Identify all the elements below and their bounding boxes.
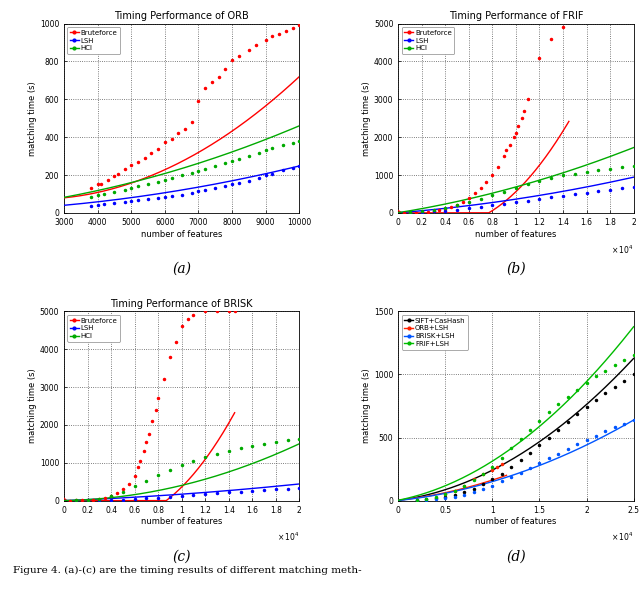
- Text: $\times\,10^4$: $\times\,10^4$: [611, 243, 634, 256]
- X-axis label: number of features: number of features: [476, 517, 557, 527]
- X-axis label: number of features: number of features: [476, 230, 557, 239]
- Y-axis label: matching time (s): matching time (s): [362, 369, 371, 444]
- Legend: SIFT+CasHash, ORB+LSH, BRISK+LSH, FRIF+LSH: SIFT+CasHash, ORB+LSH, BRISK+LSH, FRIF+L…: [402, 315, 468, 349]
- Title: Timing Performance of BRISK: Timing Performance of BRISK: [111, 299, 253, 309]
- Y-axis label: matching time (s): matching time (s): [28, 369, 37, 444]
- Text: (a): (a): [172, 262, 191, 276]
- Legend: Bruteforce, LSH, HCI: Bruteforce, LSH, HCI: [67, 315, 120, 342]
- Y-axis label: matching time (s): matching time (s): [362, 81, 371, 155]
- Text: $\times\,10^4$: $\times\,10^4$: [277, 531, 300, 543]
- Text: (c): (c): [172, 550, 191, 564]
- X-axis label: number of features: number of features: [141, 230, 222, 239]
- Legend: Bruteforce, LSH, HCI: Bruteforce, LSH, HCI: [67, 27, 120, 54]
- Title: Timing Performance of FRIF: Timing Performance of FRIF: [449, 11, 583, 21]
- Legend: Bruteforce, LSH, HCI: Bruteforce, LSH, HCI: [402, 27, 454, 54]
- Text: (d): (d): [506, 550, 525, 564]
- Text: $\times\,10^4$: $\times\,10^4$: [611, 531, 634, 543]
- X-axis label: number of features: number of features: [141, 517, 222, 527]
- Title: Timing Performance of ORB: Timing Performance of ORB: [115, 11, 249, 21]
- Text: (b): (b): [506, 262, 525, 276]
- Y-axis label: matching time (s): matching time (s): [28, 81, 37, 155]
- Text: Figure 4. (a)-(c) are the timing results of different matching meth-: Figure 4. (a)-(c) are the timing results…: [13, 565, 362, 574]
